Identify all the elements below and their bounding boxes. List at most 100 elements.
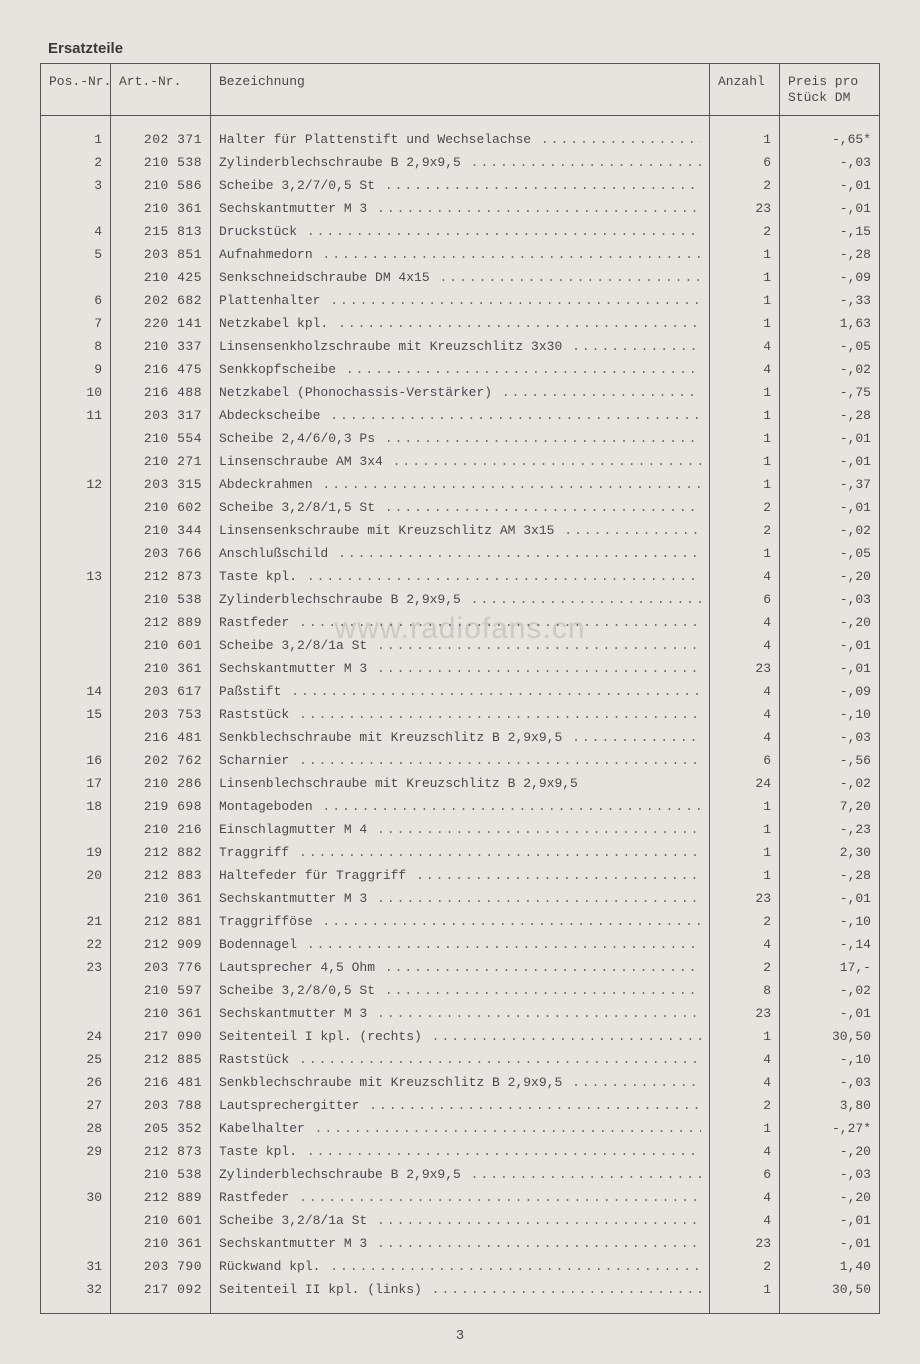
table-row: 21212 881Traggrifföse2-,10 — [41, 910, 880, 933]
cell-pos — [41, 588, 111, 611]
cell-desc-text: Rückwand kpl. — [219, 1259, 701, 1274]
cell-pos: 25 — [41, 1048, 111, 1071]
cell-desc: Scheibe 3,2/8/1a St — [211, 634, 710, 657]
cell-desc: Sechskantmutter M 3 — [211, 1232, 710, 1255]
cell-qty: 23 — [710, 1002, 780, 1025]
cell-art: 202 371 — [111, 116, 211, 152]
cell-pos: 21 — [41, 910, 111, 933]
cell-qty: 1 — [710, 1278, 780, 1314]
cell-price: -,05 — [780, 542, 880, 565]
cell-art: 212 883 — [111, 864, 211, 887]
cell-qty: 23 — [710, 197, 780, 220]
cell-pos: 12 — [41, 473, 111, 496]
cell-price: -,56 — [780, 749, 880, 772]
table-row: 203 766Anschlußschild1-,05 — [41, 542, 880, 565]
cell-art: 203 317 — [111, 404, 211, 427]
cell-desc-text: Rastfeder — [219, 615, 701, 630]
cell-art: 212 882 — [111, 841, 211, 864]
cell-price: -,02 — [780, 358, 880, 381]
cell-pos: 4 — [41, 220, 111, 243]
table-row: 210 601Scheibe 3,2/8/1a St4-,01 — [41, 1209, 880, 1232]
table-row: 17210 286Linsenblechschraube mit Kreuzsc… — [41, 772, 880, 795]
cell-qty: 4 — [710, 726, 780, 749]
page-number: 3 — [40, 1328, 880, 1344]
cell-desc: Taste kpl. — [211, 1140, 710, 1163]
cell-price: -,03 — [780, 151, 880, 174]
cell-pos: 23 — [41, 956, 111, 979]
cell-price: -,28 — [780, 243, 880, 266]
cell-desc: Bodennagel — [211, 933, 710, 956]
cell-price: -,02 — [780, 979, 880, 1002]
cell-pos: 24 — [41, 1025, 111, 1048]
table-row: 210 425Senkschneidschraube DM 4x151-,09 — [41, 266, 880, 289]
cell-price: -,02 — [780, 772, 880, 795]
cell-pos: 11 — [41, 404, 111, 427]
cell-qty: 2 — [710, 220, 780, 243]
cell-price: -,33 — [780, 289, 880, 312]
cell-desc-text: Rastfeder — [219, 1190, 701, 1205]
cell-price: -,01 — [780, 1002, 880, 1025]
cell-qty: 4 — [710, 703, 780, 726]
cell-art: 210 538 — [111, 1163, 211, 1186]
cell-art: 210 216 — [111, 818, 211, 841]
cell-price: -,23 — [780, 818, 880, 841]
cell-desc: Zylinderblechschraube B 2,9x9,5 — [211, 151, 710, 174]
cell-desc: Kabelhalter — [211, 1117, 710, 1140]
cell-pos: 28 — [41, 1117, 111, 1140]
cell-qty: 4 — [710, 680, 780, 703]
cell-art: 210 601 — [111, 1209, 211, 1232]
cell-desc-text: Paßstift — [219, 684, 701, 699]
cell-desc-text: Sechskantmutter M 3 — [219, 1236, 701, 1251]
cell-pos — [41, 197, 111, 220]
cell-art: 216 475 — [111, 358, 211, 381]
col-price-line1: Preis pro — [788, 74, 858, 89]
table-row: 210 271Linsenschraube AM 3x41-,01 — [41, 450, 880, 473]
cell-art: 210 597 — [111, 979, 211, 1002]
cell-pos: 20 — [41, 864, 111, 887]
cell-qty: 2 — [710, 174, 780, 197]
cell-qty: 1 — [710, 312, 780, 335]
cell-pos — [41, 1209, 111, 1232]
cell-desc-text: Abdeckscheibe — [219, 408, 701, 423]
cell-desc: Sechskantmutter M 3 — [211, 657, 710, 680]
cell-desc: Halter für Plattenstift und Wechselachse — [211, 116, 710, 152]
cell-price: -,20 — [780, 611, 880, 634]
cell-price: 30,50 — [780, 1278, 880, 1314]
cell-price: 17,- — [780, 956, 880, 979]
cell-pos — [41, 1163, 111, 1186]
cell-qty: 1 — [710, 289, 780, 312]
cell-desc: Scheibe 3,2/8/1,5 St — [211, 496, 710, 519]
cell-desc-text: Traggrifföse — [219, 914, 701, 929]
cell-desc-text: Scheibe 3,2/8/1a St — [219, 1213, 701, 1228]
cell-pos: 18 — [41, 795, 111, 818]
cell-art: 212 885 — [111, 1048, 211, 1071]
cell-price: -,20 — [780, 1140, 880, 1163]
table-row: 12203 315Abdeckrahmen1-,37 — [41, 473, 880, 496]
cell-desc-text: Linsenschraube AM 3x4 — [219, 454, 701, 469]
cell-qty: 2 — [710, 519, 780, 542]
cell-qty: 23 — [710, 1232, 780, 1255]
col-art: Art.-Nr. — [111, 64, 211, 116]
cell-price: -,01 — [780, 496, 880, 519]
cell-pos: 8 — [41, 335, 111, 358]
table-row: 31203 790Rückwand kpl.21,40 — [41, 1255, 880, 1278]
cell-price: -,15 — [780, 220, 880, 243]
cell-art: 202 762 — [111, 749, 211, 772]
table-row: 210 361Sechskantmutter M 323-,01 — [41, 197, 880, 220]
cell-desc-text: Sechskantmutter M 3 — [219, 201, 701, 216]
cell-qty: 4 — [710, 565, 780, 588]
cell-price: -,65* — [780, 116, 880, 152]
cell-qty: 1 — [710, 818, 780, 841]
cell-price: -,27* — [780, 1117, 880, 1140]
cell-art: 210 361 — [111, 197, 211, 220]
cell-pos: 9 — [41, 358, 111, 381]
cell-desc: Taste kpl. — [211, 565, 710, 588]
table-row: 210 538Zylinderblechschraube B 2,9x9,56-… — [41, 588, 880, 611]
cell-desc: Linsensenkholzschraube mit Kreuzschlitz … — [211, 335, 710, 358]
table-row: 23203 776Lautsprecher 4,5 Ohm217,- — [41, 956, 880, 979]
col-qty: Anzahl — [710, 64, 780, 116]
cell-desc: Raststück — [211, 703, 710, 726]
cell-art: 216 481 — [111, 1071, 211, 1094]
cell-desc: Sechskantmutter M 3 — [211, 1002, 710, 1025]
cell-qty: 23 — [710, 657, 780, 680]
